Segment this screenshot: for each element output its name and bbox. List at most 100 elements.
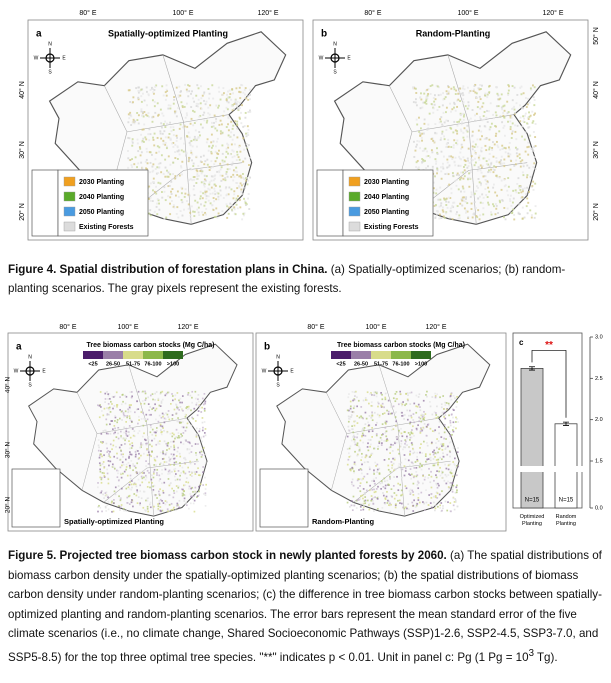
map-pixel bbox=[381, 423, 384, 426]
map-pixel bbox=[468, 172, 470, 175]
map-pixel bbox=[233, 103, 236, 105]
map-pixel bbox=[445, 475, 448, 478]
x-tick-label: Optimized Planting bbox=[520, 514, 545, 527]
map-pixel bbox=[185, 481, 188, 483]
map-pixel bbox=[519, 86, 522, 89]
map-pixel bbox=[436, 393, 439, 396]
map-pixel bbox=[181, 494, 184, 497]
map-pixel bbox=[178, 399, 180, 402]
map-pixel bbox=[233, 190, 236, 193]
map-pixel bbox=[492, 117, 495, 120]
map-pixel bbox=[358, 416, 361, 419]
map-pixel bbox=[149, 182, 152, 185]
map-pixel bbox=[443, 437, 445, 440]
map-pixel bbox=[373, 471, 375, 473]
map-pixel bbox=[424, 159, 426, 162]
map-pixel bbox=[409, 436, 412, 439]
map-pixel bbox=[117, 505, 120, 507]
map-pixel bbox=[182, 426, 185, 429]
map-pixel bbox=[531, 121, 534, 124]
map-pixel bbox=[99, 391, 102, 393]
map-pixel bbox=[401, 493, 404, 496]
map-pixel bbox=[97, 510, 99, 513]
map-pixel bbox=[216, 137, 219, 140]
map-pixel bbox=[523, 114, 526, 117]
map-pixel bbox=[375, 395, 378, 398]
map-pixel bbox=[497, 146, 500, 149]
map-pixel bbox=[432, 111, 435, 114]
map-pixel bbox=[185, 477, 188, 479]
map-pixel bbox=[117, 437, 120, 440]
map-pixel bbox=[513, 213, 516, 216]
map-pixel bbox=[462, 98, 465, 101]
map-pixel bbox=[181, 434, 184, 437]
map-pixel bbox=[367, 402, 370, 405]
map-pixel bbox=[192, 490, 194, 493]
map-pixel bbox=[400, 411, 402, 414]
map-pixel bbox=[362, 441, 365, 444]
y-tick-label: 1.5 bbox=[595, 458, 603, 464]
map-pixel bbox=[183, 195, 186, 198]
map-pixel bbox=[131, 144, 134, 147]
map-pixel bbox=[221, 152, 224, 155]
map-pixel bbox=[435, 482, 438, 485]
map-pixel bbox=[364, 502, 367, 505]
map-pixel bbox=[167, 478, 170, 480]
map-pixel bbox=[214, 215, 217, 218]
legend-swatch bbox=[163, 351, 183, 359]
map-pixel bbox=[434, 131, 437, 134]
map-pixel bbox=[442, 215, 445, 218]
map-pixel bbox=[155, 427, 158, 429]
panel-letter: b bbox=[264, 342, 270, 353]
province-border bbox=[325, 392, 347, 491]
map-pixel bbox=[221, 210, 224, 213]
map-pixel bbox=[507, 111, 510, 114]
map-pixel bbox=[110, 430, 113, 432]
map-pixel bbox=[526, 103, 529, 106]
map-pixel bbox=[402, 414, 404, 417]
map-pixel bbox=[107, 478, 110, 481]
map-pixel bbox=[247, 193, 250, 195]
map-pixel bbox=[384, 502, 386, 505]
map-pixel bbox=[179, 397, 182, 400]
map-pixel bbox=[185, 88, 188, 91]
map-pixel bbox=[122, 472, 124, 475]
map-pixel bbox=[249, 176, 252, 179]
map-pixel bbox=[509, 194, 512, 197]
map-pixel bbox=[198, 474, 201, 477]
map-pixel bbox=[400, 432, 403, 435]
compass-letter: E bbox=[62, 55, 66, 61]
map-pixel bbox=[526, 212, 529, 215]
map-pixel bbox=[445, 212, 447, 215]
map-pixel bbox=[187, 160, 190, 163]
map-pixel bbox=[394, 416, 397, 418]
map-pixel bbox=[167, 410, 170, 412]
map-pixel bbox=[384, 480, 386, 483]
map-pixel bbox=[487, 171, 490, 174]
map-pixel bbox=[163, 421, 166, 424]
map-pixel bbox=[100, 491, 103, 494]
map-pixel bbox=[426, 150, 429, 153]
map-pixel bbox=[173, 464, 175, 466]
map-pixel bbox=[209, 104, 212, 107]
map-pixel bbox=[195, 178, 198, 181]
map-pixel bbox=[196, 175, 199, 178]
map-pixel bbox=[450, 398, 453, 401]
map-pixel bbox=[202, 435, 205, 438]
map-pixel bbox=[137, 390, 140, 393]
map-pixel bbox=[149, 214, 152, 217]
map-pixel bbox=[511, 211, 514, 214]
map-pixel bbox=[136, 112, 139, 114]
map-pixel bbox=[123, 507, 125, 510]
map-pixel bbox=[436, 151, 439, 154]
map-pixel bbox=[459, 87, 462, 90]
map-pixel bbox=[370, 404, 373, 407]
map-pixel bbox=[439, 186, 442, 189]
map-pixel bbox=[156, 430, 158, 432]
map-pixel bbox=[156, 202, 159, 205]
lon-label: 100° E bbox=[365, 323, 386, 331]
map-pixel bbox=[148, 115, 150, 118]
map-pixel bbox=[147, 439, 150, 441]
map-pixel bbox=[446, 158, 449, 161]
map-pixel bbox=[359, 447, 361, 450]
